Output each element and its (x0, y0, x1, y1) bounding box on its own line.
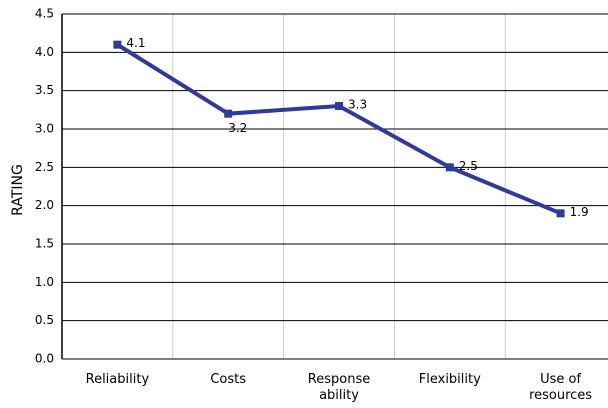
marker (556, 209, 565, 218)
y-tick-label: 4.5 (35, 7, 54, 21)
data-label: 4.1 (126, 36, 145, 50)
y-axis-label: RATING (10, 164, 26, 216)
x-tick-label: Costs (210, 372, 247, 387)
x-tick-label: Use of resources (529, 372, 593, 403)
x-tick-label: Reliability (85, 372, 150, 387)
x-tick-label: Flexibility (418, 372, 481, 387)
data-label: 3.3 (348, 98, 367, 112)
data-label: 2.5 (459, 159, 478, 173)
marker (224, 109, 233, 118)
marker (445, 163, 454, 172)
y-tick-label: 3.5 (35, 83, 54, 97)
data-label: 1.9 (570, 205, 589, 219)
y-tick-label: 0.5 (35, 313, 54, 327)
x-tick-label: Response ability (307, 372, 371, 403)
y-tick-label: 2.0 (35, 198, 54, 212)
y-tick-label: 1.5 (35, 237, 54, 251)
y-tick-label: 1.0 (35, 275, 54, 289)
y-tick-label: 2.5 (35, 160, 54, 174)
y-tick-label: 3.0 (35, 122, 54, 136)
data-label: 3.2 (228, 121, 247, 135)
y-tick-label: 0.0 (35, 352, 54, 366)
marker (113, 40, 122, 49)
marker (335, 102, 343, 110)
y-tick-label: 4.0 (35, 45, 54, 59)
